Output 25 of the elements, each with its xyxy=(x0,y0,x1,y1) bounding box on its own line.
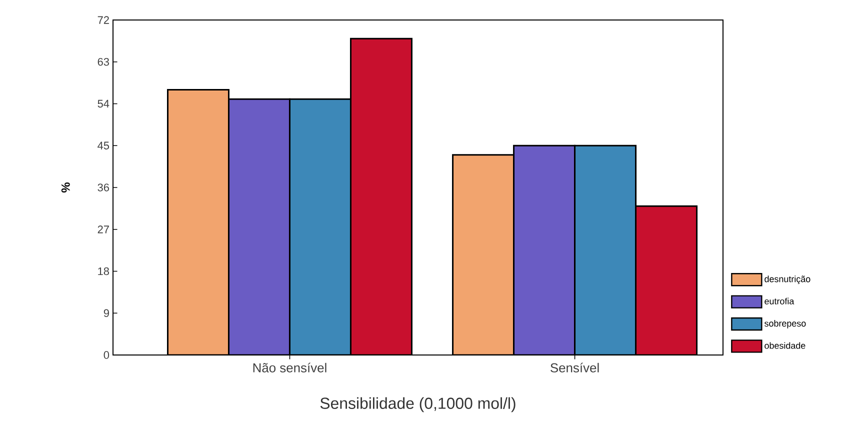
y-tick-label: 27 xyxy=(98,226,109,234)
y-tick-label: 9 xyxy=(104,309,109,317)
y-tick-label: 18 xyxy=(98,267,109,276)
x-axis-title: Sensibilidade (0,1000 mol/l) xyxy=(320,397,516,412)
y-tick-label: 54 xyxy=(98,100,110,108)
x-tick-label: Sensível xyxy=(550,362,599,372)
bar xyxy=(513,144,576,355)
legend-label: eutrofia xyxy=(764,298,794,304)
bar xyxy=(452,154,515,355)
legend-label: desnutrição xyxy=(764,276,810,284)
bar xyxy=(228,98,290,355)
y-axis-title: % xyxy=(61,182,70,193)
y-tick-label: 36 xyxy=(98,184,109,192)
y-tick-label: 63 xyxy=(98,58,109,66)
bar xyxy=(288,98,352,355)
bar xyxy=(166,89,230,355)
bar xyxy=(574,144,637,355)
x-tick-label: Não sensível xyxy=(253,362,326,372)
y-tick-label: 45 xyxy=(98,142,110,150)
bar xyxy=(635,205,698,355)
bar xyxy=(350,38,412,355)
y-tick-label: 72 xyxy=(98,16,109,24)
legend-label: obesidade xyxy=(764,342,806,349)
legend-label: sobrepeso xyxy=(764,320,806,328)
y-tick-label: 0 xyxy=(104,351,110,359)
